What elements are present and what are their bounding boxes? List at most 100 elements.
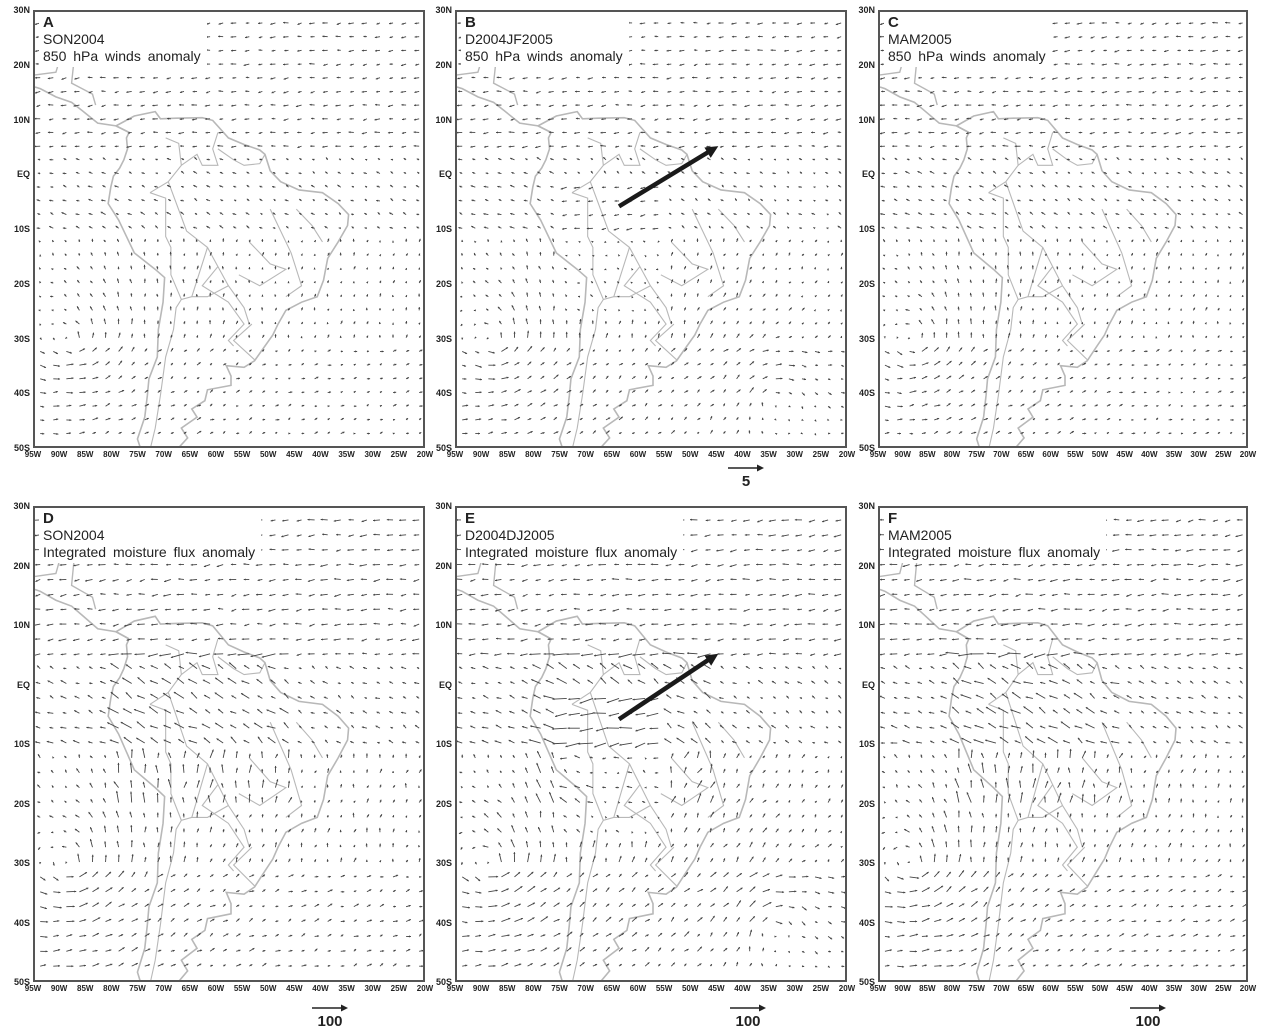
longitude-tick-label: 95W — [446, 450, 464, 459]
vector-arrowhead — [130, 252, 133, 255]
vector-arrowhead — [1204, 267, 1207, 271]
vector-arrowhead — [1190, 199, 1193, 202]
vector-arrowhead — [497, 172, 500, 175]
vector-arrowhead — [968, 171, 971, 174]
vector-arrowhead — [284, 199, 287, 202]
vector-arrowhead — [419, 418, 422, 421]
vector-arrowhead — [351, 186, 354, 188]
vector-arrowhead — [550, 212, 553, 215]
vector-arrowhead — [42, 351, 45, 354]
vector-arrowhead — [167, 104, 170, 107]
vector-arrowhead — [157, 333, 160, 336]
vector-arrowhead — [840, 418, 843, 421]
vector-arrowhead — [719, 76, 722, 79]
vector-arrowhead — [525, 318, 528, 321]
vector-arrowhead — [47, 103, 50, 106]
vector-arrowhead — [1076, 77, 1080, 80]
vector-arrowhead — [1163, 63, 1166, 66]
vector-arrowhead — [1126, 118, 1130, 121]
vector-arrowhead — [880, 22, 883, 25]
vector-arrowhead — [1015, 132, 1018, 135]
caribbean-coastline — [35, 57, 97, 106]
vector-arrowhead — [57, 364, 60, 367]
vector-arrowhead — [814, 295, 817, 298]
vector-arrowhead — [880, 132, 883, 135]
vector-arrowhead — [1213, 144, 1216, 148]
vector-arrowhead — [510, 184, 513, 187]
vector-arrowhead — [77, 306, 79, 309]
vector-arrowhead — [310, 35, 313, 38]
country-border — [167, 181, 250, 325]
vector-arrowhead — [74, 145, 77, 148]
vector-arrowhead — [258, 49, 261, 52]
vector-arrowhead — [172, 417, 175, 420]
vector-arrowhead — [607, 430, 610, 433]
vector-arrowhead — [708, 225, 711, 229]
vector-arrowhead — [100, 145, 103, 148]
vector-arrowhead — [723, 307, 726, 310]
vector-arrowhead — [709, 239, 712, 242]
vector-arrowhead — [683, 239, 686, 242]
vector-arrowhead — [1091, 158, 1094, 161]
vector-arrowhead — [349, 76, 352, 80]
vector-arrowhead — [1189, 171, 1192, 174]
vector-arrowhead — [654, 199, 657, 202]
vector-arrowhead — [618, 309, 621, 312]
vector-arrowhead — [536, 157, 539, 160]
vector-arrowhead — [195, 239, 198, 242]
vector-arrowhead — [813, 200, 816, 202]
vector-arrowhead — [1166, 157, 1169, 160]
vector-arrowhead — [784, 132, 787, 135]
vector-arrowhead — [158, 362, 161, 365]
vector-arrowhead — [355, 350, 358, 353]
vector-arrowhead — [791, 350, 794, 353]
vector-arrowhead — [1214, 172, 1217, 175]
vector-arrowhead — [1089, 144, 1092, 148]
vector-arrowhead — [826, 227, 829, 230]
vector-arrowhead — [604, 240, 607, 243]
vector-arrowhead — [143, 251, 146, 254]
vector-arrowhead — [284, 212, 287, 216]
vector-arrowhead — [471, 199, 474, 202]
vector-arrowhead — [1029, 144, 1032, 147]
vector-arrowhead — [619, 390, 622, 393]
vector-arrowhead — [1018, 225, 1021, 228]
vector-arrowhead — [1056, 266, 1059, 269]
vector-arrowhead — [626, 103, 629, 106]
vector-arrowhead — [63, 268, 67, 271]
vector-arrowhead — [720, 199, 723, 202]
vector-arrowhead — [814, 253, 818, 256]
vector-arrowhead — [114, 145, 117, 148]
vector-arrowhead — [666, 131, 669, 134]
vector-arrowhead — [458, 49, 461, 52]
vector-arrowhead — [693, 131, 697, 134]
vector-arrowhead — [606, 404, 609, 407]
vector-arrowhead — [313, 253, 316, 257]
vector-arrowhead — [654, 118, 657, 121]
panel-c: C MAM2005 850 hPa winds anomaly 30N 20N 10N EQ… — [848, 0, 1264, 470]
vector-arrowhead — [103, 265, 106, 268]
vector-arrowhead — [324, 226, 327, 229]
vector-arrowhead — [1152, 35, 1155, 39]
vector-arrowhead — [966, 132, 969, 135]
vector-arrowhead — [800, 295, 803, 298]
vector-arrowhead — [366, 404, 369, 407]
vector-arrowhead — [512, 266, 515, 269]
vector-arrowhead — [667, 171, 670, 174]
vector-arrowhead — [394, 404, 397, 407]
vector-arrowhead — [133, 417, 136, 420]
vector-arrowhead — [813, 186, 816, 189]
vector-arrowhead — [523, 199, 526, 202]
vector-arrowhead — [759, 90, 762, 93]
vector-arrowhead — [159, 377, 162, 380]
vector-arrowhead — [656, 268, 659, 271]
vector-arrowhead — [458, 62, 461, 65]
vector-arrowhead — [1224, 63, 1227, 66]
vector-arrowhead — [129, 158, 132, 161]
country-border — [660, 241, 710, 287]
vector-arrowhead — [620, 416, 623, 419]
vector-arrowhead — [483, 213, 486, 216]
vector-arrowhead — [129, 278, 132, 282]
vector-arrowhead — [1126, 49, 1129, 52]
vector-arrowhead — [405, 334, 408, 337]
